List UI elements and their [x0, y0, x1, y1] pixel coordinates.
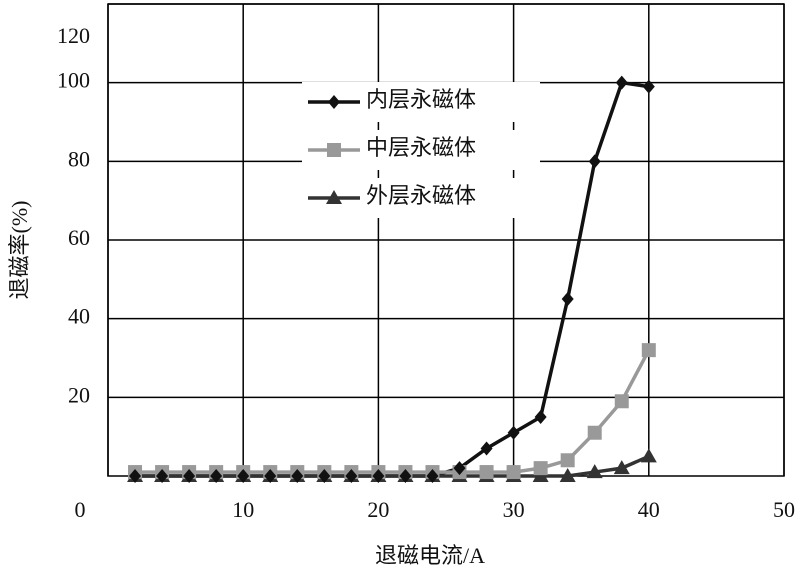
marker — [237, 469, 250, 483]
marker — [506, 465, 521, 480]
marker — [345, 469, 358, 483]
legend-label: 中层永磁体 — [366, 135, 476, 160]
x-tick-label: 10 — [232, 497, 254, 522]
x-axis-label: 退磁电流/A — [375, 543, 485, 568]
marker — [642, 79, 655, 94]
marker — [615, 75, 628, 90]
y-tick-label: 60 — [68, 225, 90, 250]
x-tick-label: 50 — [773, 497, 795, 522]
x-tick-label: 0 — [75, 497, 86, 522]
marker — [129, 469, 142, 483]
marker — [327, 143, 341, 157]
marker — [156, 469, 169, 483]
marker — [559, 468, 576, 482]
marker — [291, 469, 304, 483]
marker — [614, 394, 629, 409]
marker — [507, 425, 520, 440]
y-tick-label: 120 — [57, 23, 90, 48]
marker — [264, 469, 277, 483]
marker — [641, 343, 656, 358]
marker — [480, 441, 493, 456]
marker — [560, 453, 575, 468]
marker — [326, 190, 342, 204]
marker — [372, 469, 385, 483]
marker — [399, 469, 412, 483]
marker — [534, 410, 547, 424]
marker — [640, 448, 657, 463]
marker — [561, 292, 574, 306]
marker — [453, 461, 466, 476]
marker — [586, 464, 603, 479]
x-tick-label: 30 — [503, 497, 525, 522]
marker — [426, 469, 439, 483]
marker — [479, 465, 494, 480]
y-tick-label: 100 — [57, 68, 90, 93]
marker — [210, 469, 223, 483]
y-tick-label: 20 — [68, 382, 90, 407]
marker — [613, 460, 630, 475]
marker — [533, 461, 548, 476]
marker — [318, 469, 331, 483]
legend-label: 内层永磁体 — [366, 87, 476, 112]
x-tick-label: 20 — [367, 497, 389, 522]
x-tick-label: 40 — [638, 497, 660, 522]
y-tick-label: 40 — [68, 304, 90, 329]
y-axis-label: 退磁率(%) — [7, 201, 32, 300]
legend-label: 外层永磁体 — [366, 183, 476, 208]
marker — [587, 425, 602, 440]
marker — [183, 469, 196, 483]
marker — [328, 95, 340, 109]
marker — [588, 154, 601, 169]
y-tick-label: 80 — [68, 146, 90, 171]
